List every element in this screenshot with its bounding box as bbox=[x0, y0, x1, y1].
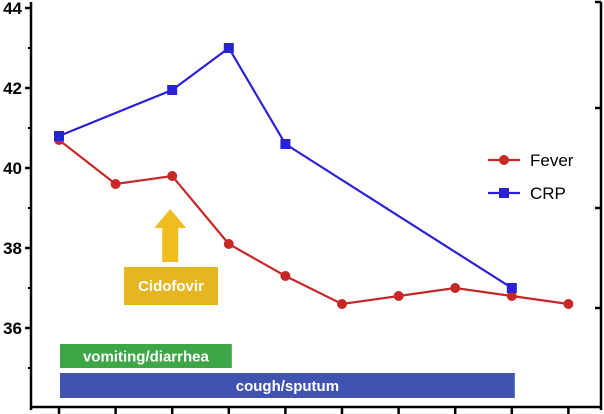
point-crp-2 bbox=[223, 43, 234, 53]
point-fever-7 bbox=[450, 283, 461, 293]
point-crp-4 bbox=[506, 283, 517, 293]
point-crp-1 bbox=[167, 85, 178, 95]
bar-cough-sputum: cough/sputum bbox=[60, 373, 515, 398]
axes: 36 38 40 42 44 bbox=[3, 0, 603, 414]
series-fever bbox=[54, 135, 574, 309]
point-fever-8 bbox=[506, 291, 517, 301]
point-fever-1 bbox=[110, 179, 121, 189]
series-line bbox=[58, 139, 569, 306]
cidofovir-box bbox=[124, 267, 218, 305]
point-fever-9 bbox=[563, 299, 574, 309]
legend-item-fever: Fever bbox=[488, 151, 574, 170]
cidofovir-label: Cidofovir bbox=[138, 278, 204, 295]
cidofovir-annotation: Cidofovir bbox=[124, 209, 218, 305]
y-tick-label-36: 36 bbox=[3, 319, 22, 338]
series-crp bbox=[54, 43, 517, 293]
point-fever-2 bbox=[167, 171, 178, 181]
y-tick-label-44: 44 bbox=[3, 0, 22, 18]
legend-marker bbox=[499, 155, 509, 165]
series-line bbox=[58, 46, 513, 289]
y-tick-label-38: 38 bbox=[3, 239, 22, 258]
legend-label: Fever bbox=[530, 151, 574, 170]
bar-label: cough/sputum bbox=[236, 378, 339, 395]
bar-rect bbox=[60, 373, 515, 398]
point-fever-6 bbox=[393, 291, 404, 301]
legend-item-crp: CRP bbox=[488, 184, 566, 203]
y-tick-label-42: 42 bbox=[3, 79, 22, 98]
y-tick-label-40: 40 bbox=[3, 159, 22, 178]
point-crp-0 bbox=[54, 131, 64, 141]
bar-label: vomiting/diarrhea bbox=[83, 349, 210, 366]
symptom-bars: vomiting/diarrhea cough/sputum bbox=[60, 344, 515, 398]
series-lines bbox=[54, 43, 574, 309]
bar-vomiting-diarrhea: vomiting/diarrhea bbox=[60, 344, 232, 368]
up-arrow-icon bbox=[154, 209, 187, 262]
legend: Fever CRP bbox=[488, 151, 574, 203]
legend-marker bbox=[499, 188, 509, 198]
point-fever-5 bbox=[337, 299, 347, 309]
bar-rect bbox=[60, 344, 232, 368]
legend-label: CRP bbox=[530, 184, 566, 203]
point-fever-4 bbox=[280, 271, 291, 281]
point-crp-3 bbox=[280, 139, 291, 149]
point-fever-3 bbox=[223, 239, 234, 249]
